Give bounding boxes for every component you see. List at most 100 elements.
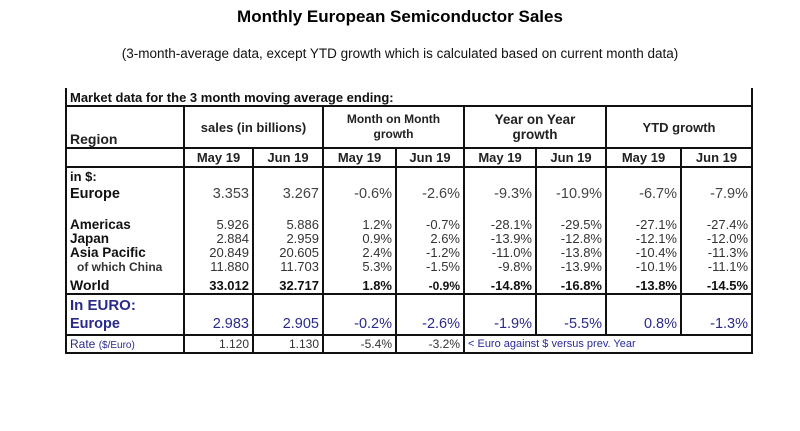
cell: -1.3%: [680, 314, 754, 335]
cell: 11.703: [252, 260, 324, 274]
cell: 3.267: [252, 184, 324, 204]
cell: -16.8%: [536, 274, 607, 295]
cell: -0.6%: [322, 184, 397, 204]
cell: 2.983: [183, 314, 254, 335]
cell: -3.2%: [395, 334, 465, 354]
cell: -1.5%: [396, 260, 465, 274]
row-label: Europe: [65, 314, 185, 335]
page-subtitle: (3-month-average data, except YTD growth…: [121, 46, 679, 61]
cell: -11.3%: [681, 246, 754, 260]
cell: -1.9%: [463, 314, 537, 335]
cell: -6.7%: [605, 184, 682, 204]
cell: 2.905: [252, 314, 324, 335]
cell: 2.6%: [396, 232, 465, 246]
cell: -7.9%: [680, 184, 754, 204]
cell: -12.1%: [605, 232, 682, 246]
month-header: Jun 19: [252, 147, 324, 168]
cell: 32.717: [252, 274, 324, 295]
cell: -12.8%: [536, 232, 607, 246]
cell: -11.1%: [681, 260, 754, 274]
cell: -13.8%: [536, 246, 607, 260]
cell: -13.8%: [605, 274, 682, 295]
cell: 2.884: [183, 232, 254, 246]
row-label: Asia Pacific: [65, 246, 185, 260]
rate-note: < Euro against $ versus prev. Year: [462, 334, 754, 354]
table-row-asia-pacific: Asia Pacific 20.849 20.605 2.4% -1.2% -1…: [65, 246, 754, 260]
table-row-europe-usd: Europe 3.353 3.267 -0.6% -2.6% -9.3% -10…: [65, 184, 754, 204]
month-header: May 19: [463, 147, 537, 168]
cell: 2.4%: [322, 246, 397, 260]
cell: -0.2%: [322, 314, 397, 335]
cell: -10.9%: [535, 184, 607, 204]
header-mom-line1: Month on Month: [346, 112, 441, 126]
table-row-world: World 33.012 32.717 1.8% -0.9% -14.8% -1…: [65, 274, 754, 295]
euro-section-label: In EURO:: [65, 294, 185, 314]
row-label: Rate ($/Euro): [65, 334, 185, 354]
cell: 5.926: [183, 218, 254, 232]
month-header: May 19: [605, 147, 682, 168]
row-label: Americas: [65, 218, 185, 232]
cell: -2.6%: [395, 184, 465, 204]
header-blank: [65, 147, 185, 168]
table-caption: Market data for the 3 month moving avera…: [64, 88, 754, 107]
cell: 2.959: [252, 232, 324, 246]
header-yoy: Year on Year growth: [463, 105, 607, 149]
cell: 33.012: [183, 274, 254, 295]
cell: -27.4%: [681, 218, 754, 232]
cell: -5.5%: [535, 314, 607, 335]
cell: -0.9%: [396, 274, 465, 295]
cell: 1.120: [183, 334, 254, 354]
month-header: Jun 19: [535, 147, 607, 168]
header-sales: sales (in billions): [183, 105, 324, 149]
cell: -10.1%: [605, 260, 682, 274]
header-mom: Month on Month growth: [322, 105, 465, 149]
page-title: Monthly European Semiconductor Sales: [237, 7, 563, 26]
cell: -1.2%: [396, 246, 465, 260]
cell: -29.5%: [536, 218, 607, 232]
cell: -2.6%: [395, 314, 465, 335]
row-label: Japan: [65, 232, 185, 246]
header-yoy-line2: growth: [512, 127, 558, 142]
cell: -13.9%: [463, 232, 537, 246]
cell: -10.4%: [605, 246, 682, 260]
month-header: May 19: [183, 147, 254, 168]
table-row-rate: Rate ($/Euro) 1.120 1.130 -5.4% -3.2% < …: [65, 334, 754, 354]
table-row-japan: Japan 2.884 2.959 0.9% 2.6% -13.9% -12.8…: [65, 232, 754, 246]
month-header: May 19: [322, 147, 397, 168]
cell: 0.8%: [605, 314, 682, 335]
cell: -12.0%: [681, 232, 754, 246]
rate-label: Rate: [70, 337, 96, 351]
cell: -9.3%: [463, 184, 537, 204]
header-mom-line2: growth: [373, 127, 414, 141]
sales-table: Market data for the 3 month moving avera…: [64, 88, 754, 354]
cell: -14.8%: [463, 274, 537, 295]
cell: -5.4%: [322, 334, 397, 354]
cell: -11.0%: [463, 246, 537, 260]
row-label: of which China: [65, 260, 185, 274]
cell: 5.3%: [322, 260, 397, 274]
cell: 1.130: [252, 334, 324, 354]
cell: -13.9%: [536, 260, 607, 274]
cell: 0.9%: [322, 232, 397, 246]
table-row-europe-eur: Europe 2.983 2.905 -0.2% -2.6% -1.9% -5.…: [65, 314, 754, 335]
cell: -9.8%: [463, 260, 537, 274]
row-label: Europe: [65, 184, 185, 204]
header-ytd: YTD growth: [604, 105, 754, 149]
cell: 1.2%: [322, 218, 397, 232]
cell: 11.880: [183, 260, 254, 274]
cell: -0.7%: [396, 218, 465, 232]
cell: 20.605: [252, 246, 324, 260]
cell: 5.886: [252, 218, 324, 232]
cell: -28.1%: [463, 218, 537, 232]
table-row-americas: Americas 5.926 5.886 1.2% -0.7% -28.1% -…: [65, 218, 754, 232]
month-header: Jun 19: [679, 147, 754, 168]
row-label: World: [65, 274, 185, 295]
cell: 1.8%: [322, 274, 397, 295]
cell: 3.353: [183, 184, 254, 204]
header-region: Region: [65, 105, 185, 149]
header-yoy-line1: Year on Year: [494, 112, 576, 127]
month-header: Jun 19: [395, 147, 465, 168]
cell: 20.849: [183, 246, 254, 260]
usd-section-label: in $:: [65, 167, 185, 184]
rate-unit: ($/Euro): [98, 340, 135, 351]
